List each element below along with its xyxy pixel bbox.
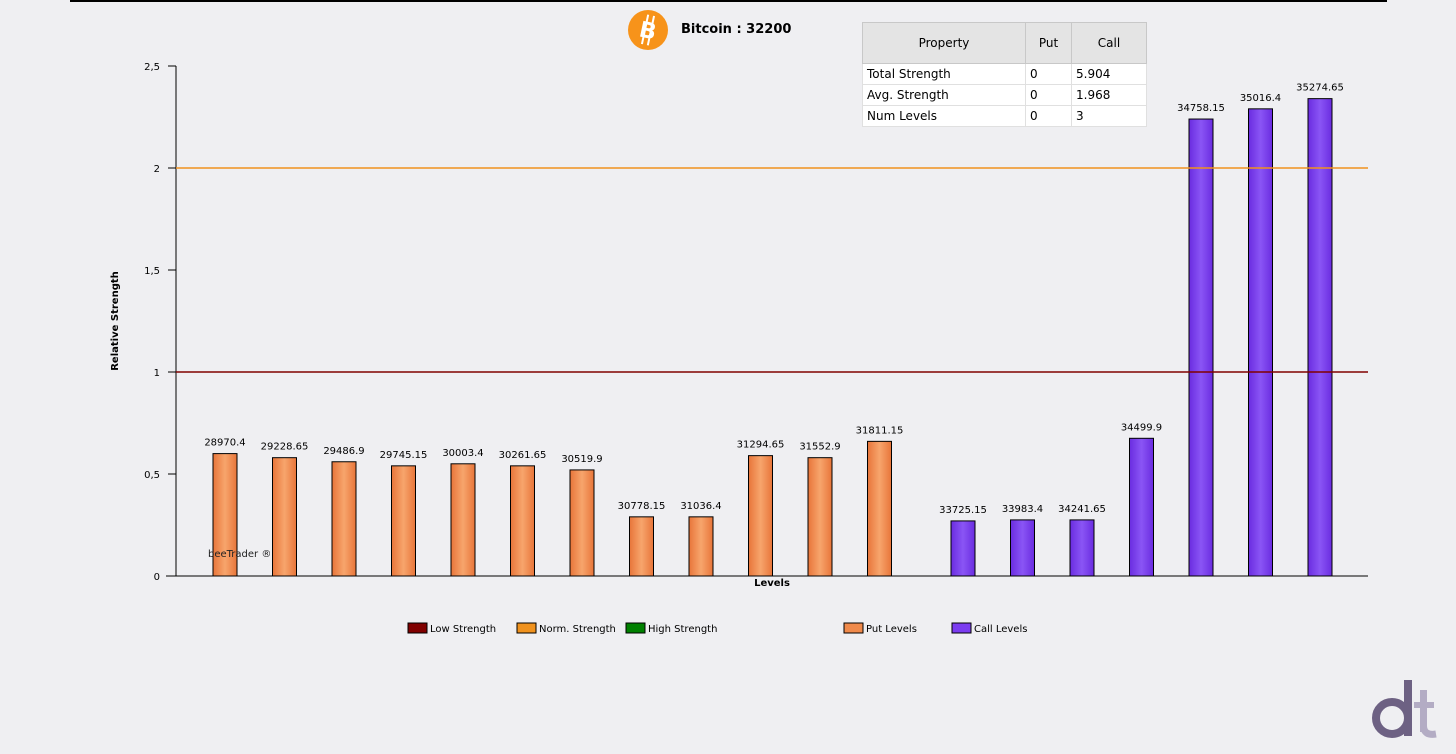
data-label: 33725.15 — [939, 505, 987, 516]
y-tick-label: 2 — [154, 164, 160, 175]
column-header-put[interactable]: Put — [1025, 22, 1072, 64]
top-rule — [70, 0, 1387, 2]
put-bar[interactable] — [272, 457, 297, 577]
y-axis-title: Relative Strength — [110, 271, 121, 371]
chart-title: Bitcoin : 32200 — [681, 22, 791, 37]
legend-label: Low Strength — [430, 624, 496, 635]
reference-lines — [176, 167, 1368, 373]
legend: Low Strength Norm. Strength High Strength P… — [407, 622, 1027, 635]
data-label: 35274.65 — [1296, 83, 1344, 94]
call-bar[interactable] — [1069, 519, 1095, 577]
table-row: Avg. Strength 0 1.968 — [862, 84, 1147, 106]
table-header-row: Property Put Call — [862, 22, 1147, 64]
table-cell: 0 — [1025, 105, 1072, 127]
put-bar[interactable] — [212, 453, 238, 577]
table-row: Num Levels 0 3 — [862, 105, 1147, 127]
put-bar[interactable] — [867, 440, 892, 577]
data-label: 31036.4 — [680, 501, 721, 512]
column-header-property[interactable]: Property — [862, 22, 1026, 64]
table-cell: 1.968 — [1071, 84, 1147, 106]
put-bar[interactable] — [629, 516, 654, 577]
bitcoin-logo-icon: B — [628, 10, 668, 50]
legend-swatch — [843, 622, 864, 634]
data-label: 30003.4 — [442, 448, 483, 459]
legend-swatch — [407, 622, 428, 634]
property-table: Property Put Call Total Strength 0 5.904… — [862, 22, 1147, 127]
data-label: 29228.65 — [261, 442, 309, 453]
data-label: 29486.9 — [323, 446, 364, 457]
data-label: 34499.9 — [1121, 422, 1162, 433]
data-label: 35016.4 — [1240, 93, 1281, 104]
y-tick-label: 2,5 — [144, 62, 160, 73]
bars: 28970.4 29228.65 29486.9 29745.15 30003.4 302… — [204, 83, 1344, 577]
call-bar[interactable] — [1129, 437, 1154, 577]
table-cell: Total Strength — [862, 63, 1026, 85]
legend-swatch — [625, 622, 646, 634]
table-cell: 5.904 — [1071, 63, 1147, 85]
put-bar[interactable] — [331, 461, 357, 577]
watermark: beeTrader ® — [208, 549, 271, 560]
call-bar[interactable] — [1248, 108, 1273, 577]
put-bar[interactable] — [450, 463, 476, 577]
legend-swatch — [951, 622, 972, 634]
y-tick-label: 1,5 — [144, 266, 160, 277]
legend-swatch — [516, 622, 537, 634]
y-tick-label: 0 — [154, 572, 160, 583]
call-bar[interactable] — [1010, 519, 1035, 577]
dt-logo-icon — [1372, 680, 1437, 738]
legend-label: High Strength — [648, 624, 717, 635]
table-cell: 0 — [1025, 84, 1072, 106]
data-label: 29745.15 — [380, 450, 428, 461]
data-label: 31811.15 — [856, 425, 904, 436]
call-bar[interactable] — [1188, 118, 1214, 577]
legend-label: Norm. Strength — [539, 624, 616, 635]
data-label: 31552.9 — [799, 442, 840, 453]
call-bar[interactable] — [950, 520, 976, 577]
put-bar[interactable] — [391, 465, 416, 577]
data-label: 34758.15 — [1177, 103, 1225, 114]
y-ticks: 0 0,5 1 1,5 2 2,5 — [144, 62, 176, 583]
call-bar[interactable] — [1307, 98, 1333, 577]
table-cell: 3 — [1071, 105, 1147, 127]
column-header-call[interactable]: Call — [1071, 22, 1147, 64]
put-bar[interactable] — [569, 469, 595, 577]
legend-label: Call Levels — [974, 624, 1027, 635]
data-label: 34241.65 — [1058, 504, 1106, 515]
put-bar[interactable] — [510, 465, 535, 577]
table-cell: Num Levels — [862, 105, 1026, 127]
data-label: 30261.65 — [499, 450, 547, 461]
y-tick-label: 1 — [154, 368, 160, 379]
x-axis-title: Levels — [754, 578, 790, 589]
table-row: Total Strength 0 5.904 — [862, 63, 1147, 85]
header: B Bitcoin : 32200 — [628, 10, 791, 50]
data-label: 28970.4 — [204, 438, 245, 449]
table-cell: 0 — [1025, 63, 1072, 85]
data-label: 30778.15 — [618, 501, 666, 512]
y-axis: 0 0,5 1 1,5 2 2,5 — [144, 62, 177, 583]
put-bar[interactable] — [807, 457, 833, 577]
data-label: 33983.4 — [1002, 504, 1043, 515]
y-tick-label: 0,5 — [144, 470, 160, 481]
put-bar[interactable] — [688, 516, 714, 577]
data-label: 31294.65 — [737, 440, 785, 451]
table-cell: Avg. Strength — [862, 84, 1026, 106]
legend-label: Put Levels — [866, 624, 917, 635]
put-bar[interactable] — [748, 455, 773, 577]
data-label: 30519.9 — [561, 454, 602, 465]
